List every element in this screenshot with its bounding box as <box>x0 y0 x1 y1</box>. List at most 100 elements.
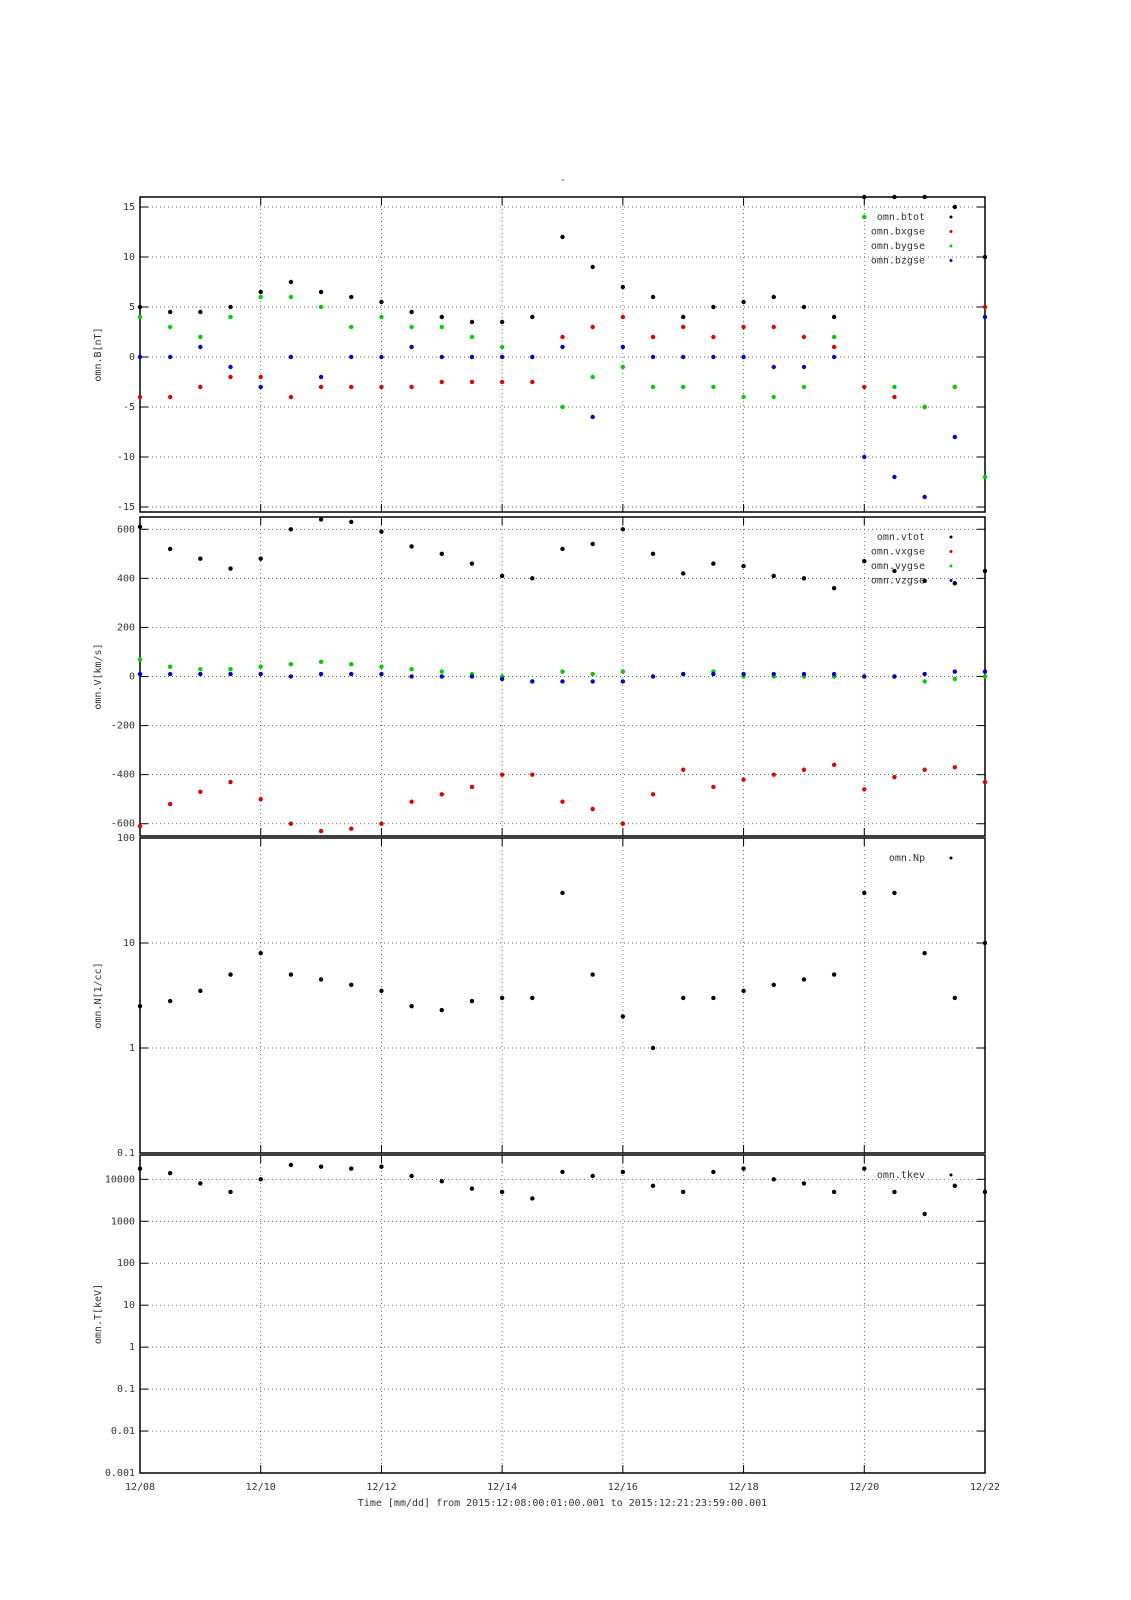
data-point <box>349 1166 354 1171</box>
data-point <box>137 1166 143 1171</box>
y-tick-label: 0.1 <box>117 1384 135 1395</box>
data-point <box>379 1164 384 1169</box>
y-tick-label: 10 <box>123 252 135 263</box>
data-point <box>741 671 746 677</box>
data-point <box>167 1170 173 1176</box>
data-point <box>349 294 354 300</box>
data-point <box>258 289 263 295</box>
data-point <box>560 546 565 552</box>
data-point <box>741 988 746 994</box>
data-point <box>862 454 867 460</box>
data-point <box>801 364 807 370</box>
data-point <box>771 982 776 987</box>
data-point <box>831 585 837 591</box>
data-point <box>620 669 626 674</box>
data-point <box>228 314 233 320</box>
data-point <box>198 1181 203 1186</box>
data-point <box>409 666 414 672</box>
y-tick-label: 1000 <box>111 1216 135 1227</box>
data-point <box>681 324 686 330</box>
data-point <box>922 1211 927 1217</box>
y-tick-label: -600 <box>111 819 135 830</box>
data-point <box>198 789 203 795</box>
data-point <box>560 334 565 340</box>
data-point <box>439 674 444 679</box>
data-point <box>741 394 746 400</box>
x-tick-label: 12/16 <box>608 1482 638 1493</box>
data-point <box>922 950 927 956</box>
data-point <box>288 1162 294 1168</box>
data-point <box>801 1181 807 1186</box>
data-point <box>288 527 294 532</box>
data-point <box>741 777 746 782</box>
data-point <box>711 1169 716 1175</box>
data-point <box>318 289 324 295</box>
data-point <box>590 324 595 330</box>
data-point <box>590 1173 595 1179</box>
data-point <box>771 364 776 370</box>
data-point <box>499 995 505 1001</box>
plot-frame <box>139 1154 986 1474</box>
data-point <box>620 679 626 684</box>
data-point <box>862 194 867 200</box>
data-point <box>288 394 294 400</box>
data-point <box>771 573 776 579</box>
data-point <box>862 384 867 390</box>
data-point <box>349 384 354 390</box>
y-tick-label: 5 <box>129 302 135 313</box>
data-point <box>650 1183 656 1189</box>
data-point <box>711 384 716 390</box>
data-point <box>167 546 173 552</box>
data-point <box>228 779 233 785</box>
x-tick-label: 12/20 <box>849 1482 879 1493</box>
data-point <box>379 988 384 994</box>
data-point <box>439 314 444 320</box>
data-point <box>409 324 414 330</box>
data-point <box>892 890 897 896</box>
plot-frame <box>139 516 986 837</box>
data-point <box>681 384 686 390</box>
y-tick-label: 0.001 <box>105 1468 135 1479</box>
data-point <box>530 354 535 360</box>
data-point <box>892 568 897 574</box>
legend-label: omn.vzgse <box>871 576 925 587</box>
data-point <box>711 784 716 790</box>
data-point <box>922 194 927 200</box>
data-point <box>198 988 203 994</box>
plot-frame <box>139 837 986 1154</box>
data-point <box>288 279 294 285</box>
data-point <box>892 194 897 200</box>
data-point <box>167 324 173 330</box>
y-axis-label: omn.V[km/s] <box>93 643 104 709</box>
data-point <box>650 1045 656 1051</box>
data-point <box>711 561 716 566</box>
data-point <box>137 1004 143 1009</box>
data-point <box>469 334 475 340</box>
data-point <box>469 354 475 360</box>
data-point <box>650 354 656 360</box>
data-point <box>831 354 837 360</box>
data-point <box>952 765 958 770</box>
data-point <box>137 823 143 829</box>
data-point <box>288 674 294 679</box>
data-point <box>620 527 626 532</box>
data-point <box>137 524 143 530</box>
legend-symbol <box>949 1173 953 1177</box>
data-point <box>892 474 897 480</box>
data-point <box>862 214 867 220</box>
data-point <box>530 379 535 385</box>
data-point <box>469 784 475 790</box>
data-point <box>469 319 475 325</box>
data-point <box>650 334 656 340</box>
data-point <box>439 551 444 557</box>
data-point <box>711 995 716 1001</box>
x-tick-label: 12/08 <box>125 1482 155 1493</box>
y-tick-label: 10000 <box>105 1174 135 1185</box>
data-point <box>228 566 233 571</box>
data-point <box>982 254 988 260</box>
data-point <box>499 676 505 682</box>
x-tick-label: 12/12 <box>366 1482 396 1493</box>
data-point <box>469 1186 475 1191</box>
y-tick-label: -200 <box>111 721 135 732</box>
legend-label: omn.tkev <box>877 1170 925 1181</box>
